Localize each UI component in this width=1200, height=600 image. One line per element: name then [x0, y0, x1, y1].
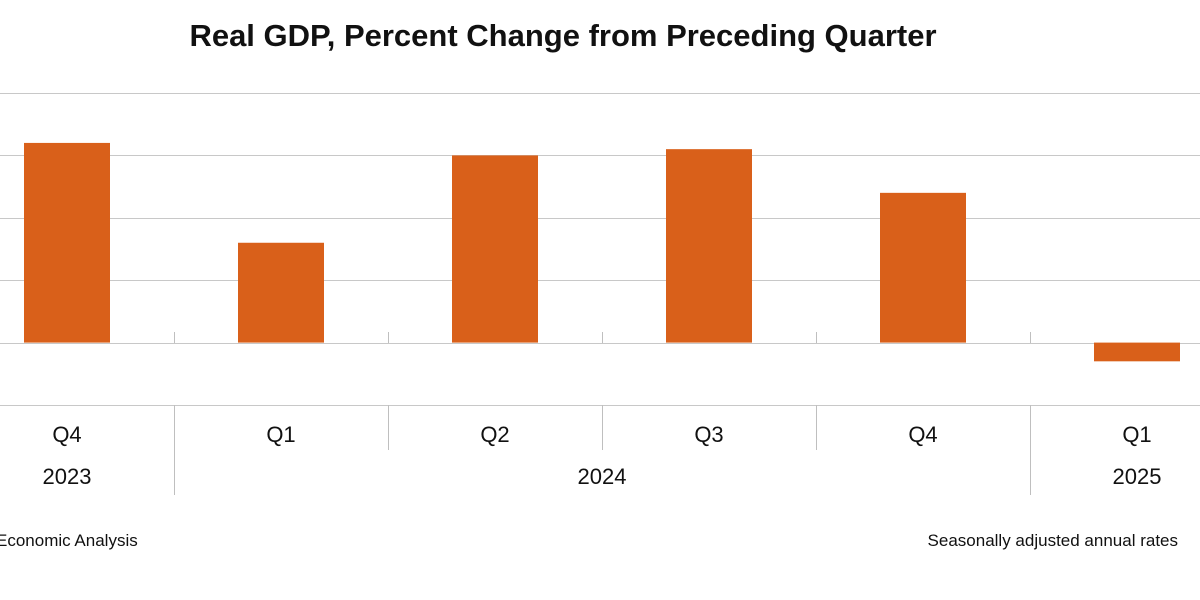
category-label: Q4: [908, 422, 937, 447]
category-label: Q3: [694, 422, 723, 447]
gridlines: [0, 93, 1200, 406]
bar-q3-3: [666, 149, 752, 343]
x-axis: Q4 Q1 Q2 Q3 Q4 Q1 2023 2024 2025: [43, 332, 1162, 495]
category-label: Q4: [52, 422, 81, 447]
bar-q1-5: [1094, 342, 1180, 362]
bar-q1-1: [238, 242, 324, 343]
year-label: 2024: [578, 464, 627, 489]
category-label: Q1: [266, 422, 295, 447]
year-label: 2025: [1113, 464, 1162, 489]
chart-title: Real GDP, Percent Change from Preceding …: [189, 18, 936, 53]
category-label: Q2: [480, 422, 509, 447]
category-label: Q1: [1122, 422, 1151, 447]
bar-q2-2: [452, 155, 538, 343]
year-label: 2023: [43, 464, 92, 489]
bar-q4-0: [24, 142, 110, 343]
bars: [24, 142, 1180, 362]
bar-q4-4: [880, 192, 966, 343]
source-note: Economic Analysis: [0, 531, 138, 550]
seasonal-adjustment-note: Seasonally adjusted annual rates: [928, 531, 1178, 550]
